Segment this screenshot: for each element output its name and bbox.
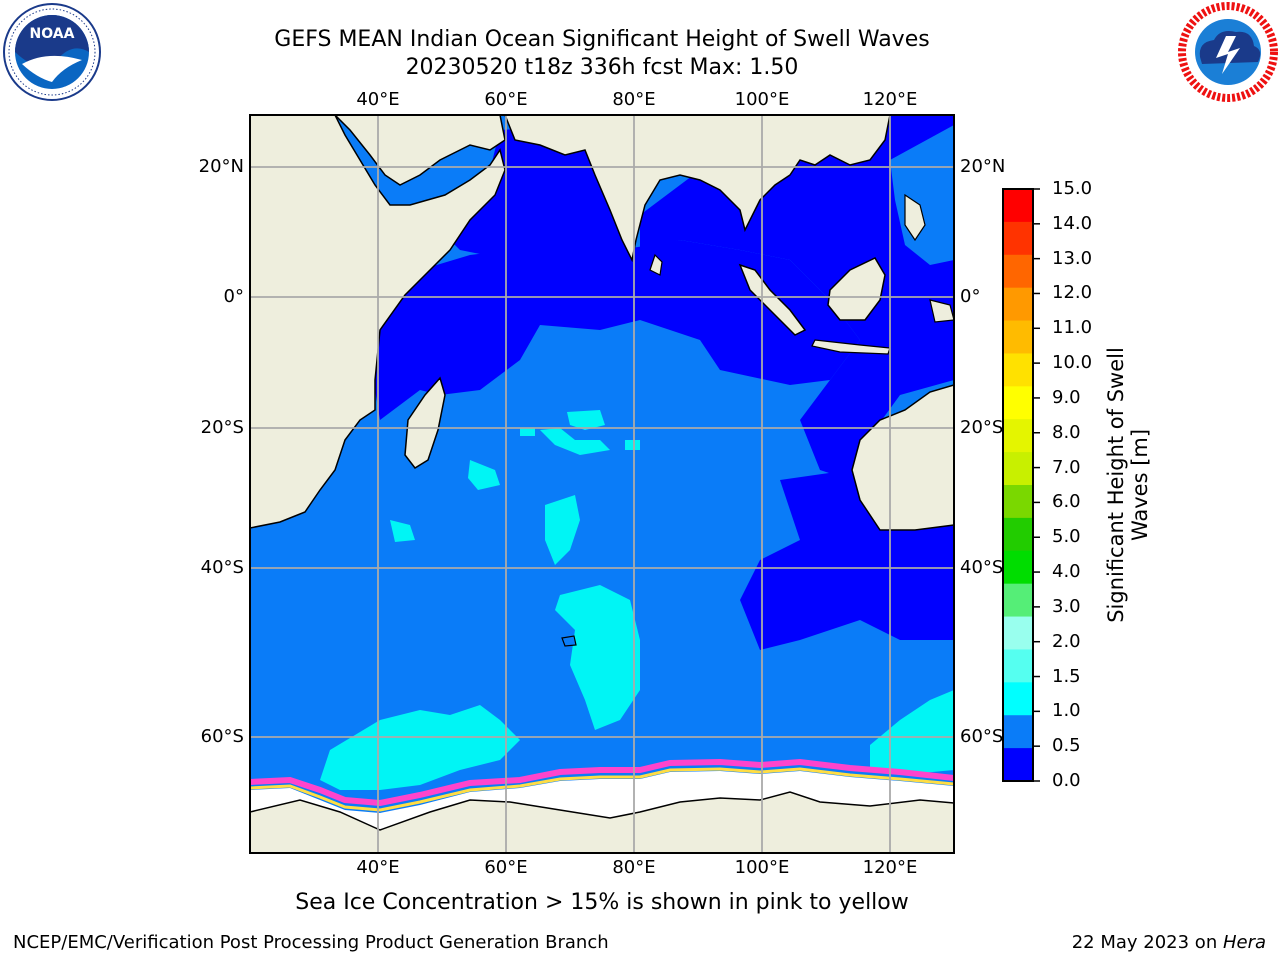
colorbar-tick-label: 5.0 xyxy=(1052,526,1081,548)
colorbar-segment xyxy=(1003,715,1033,749)
chart-subtitle: 20230520 t18z 336h fcst Max: 1.50 xyxy=(405,55,799,80)
colorbar-segment xyxy=(1003,452,1033,486)
colorbar-segment xyxy=(1003,320,1033,354)
lon-label-top: 100°E xyxy=(734,89,790,110)
lon-label-top: 120°E xyxy=(862,89,918,110)
chart-title: GEFS MEAN Indian Ocean Significant Heigh… xyxy=(274,27,930,52)
colorbar-tick-label: 0.0 xyxy=(1052,770,1081,791)
colorbar-segment xyxy=(1003,616,1033,650)
ocean-swell-1.0-1.5 xyxy=(320,410,954,790)
colorbar-tick-label: 3.0 xyxy=(1052,595,1081,617)
colorbar-segment xyxy=(1003,254,1033,289)
lat-label-left: 40°S xyxy=(200,557,244,578)
colorbar-segment xyxy=(1003,353,1033,387)
colorbar-title-line1: Significant Height of Swell xyxy=(1104,347,1128,623)
lon-label-top: 60°E xyxy=(484,89,528,110)
colorbar-segment xyxy=(1003,583,1033,618)
colorbar-title: Significant Height of Swell Waves [m] xyxy=(1104,347,1152,623)
colorbar-tick-label: 4.0 xyxy=(1052,561,1081,583)
colorbar-tick-label: 1.0 xyxy=(1052,700,1081,722)
madagascar-land xyxy=(404,376,446,469)
lat-label-right: 20°N xyxy=(960,156,1006,177)
colorbar-segment xyxy=(1003,649,1033,683)
colorbar-segment xyxy=(1003,485,1033,519)
colorbar-tick-label: 1.5 xyxy=(1052,665,1081,687)
lat-label-left: 0° xyxy=(223,286,244,307)
nws-logo xyxy=(1178,2,1278,102)
asia-land xyxy=(504,115,891,263)
lon-label-bottom: 60°E xyxy=(484,857,528,878)
footer-credit: NCEP/EMC/Verification Post Processing Pr… xyxy=(13,932,609,953)
colorbar-segment xyxy=(1003,386,1033,420)
noaa-logo-text: NOAA xyxy=(30,26,75,42)
lat-label-right: 40°S xyxy=(960,557,1004,578)
colorbar-tick-label: 10.0 xyxy=(1052,352,1093,374)
footer-date: 22 May 2023 on Hera xyxy=(1072,932,1266,953)
lon-label-bottom: 120°E xyxy=(862,857,918,878)
colorbar-tick-label: 8.0 xyxy=(1052,421,1081,443)
noaa-logo: NOAA xyxy=(3,3,101,101)
sea-ice-note: Sea Ice Concentration > 15% is shown in … xyxy=(295,890,909,915)
lat-label-right: 20°S xyxy=(960,417,1004,438)
colorbar-tick-label: 7.0 xyxy=(1052,456,1081,478)
colorbar-segment xyxy=(1003,517,1033,552)
colorbar-tick-label: 14.0 xyxy=(1052,212,1093,234)
colorbar-title-line2: Waves [m] xyxy=(1128,428,1152,542)
lat-label-left: 60°S xyxy=(200,726,244,747)
footer-host: Hera xyxy=(1222,932,1266,953)
colorbar-segment xyxy=(1003,682,1033,716)
lon-label-bottom: 100°E xyxy=(734,857,790,878)
sea-ice-margin xyxy=(250,758,954,807)
colorbar-tick-label: 11.0 xyxy=(1052,317,1093,339)
colorbar-segment xyxy=(1003,748,1033,782)
colorbar xyxy=(1002,188,1040,782)
colorbar-tick-label: 0.5 xyxy=(1052,735,1081,757)
colorbar-tick-label: 2.0 xyxy=(1052,630,1081,652)
colorbar-tick-label: 6.0 xyxy=(1052,491,1081,513)
lat-label-left: 20°S xyxy=(200,417,244,438)
colorbar-tick-label: 13.0 xyxy=(1052,247,1093,269)
colorbar-segment xyxy=(1003,550,1033,585)
lat-label-left: 20°N xyxy=(198,156,244,177)
lon-label-top: 40°E xyxy=(356,89,400,110)
colorbar-segment xyxy=(1003,419,1033,453)
lon-label-bottom: 80°E xyxy=(612,857,656,878)
lon-label-top: 80°E xyxy=(612,89,656,110)
colorbar-segment xyxy=(1003,189,1033,223)
footer-date-text: 22 May 2023 on xyxy=(1071,932,1223,953)
colorbar-tick-label: 12.0 xyxy=(1052,282,1093,304)
antarctica-land xyxy=(250,791,954,853)
map-frame xyxy=(249,114,955,854)
australia-land xyxy=(851,384,954,531)
borneo-land xyxy=(827,257,886,321)
lon-label-bottom: 40°E xyxy=(356,857,400,878)
colorbar-segment xyxy=(1003,287,1033,322)
map-gridlines xyxy=(250,115,954,853)
colorbar-segment xyxy=(1003,221,1033,256)
lat-label-right: 0° xyxy=(960,286,981,307)
colorbar-tick-label: 15.0 xyxy=(1052,178,1093,199)
colorbar-tick-label: 9.0 xyxy=(1052,386,1081,408)
lat-label-right: 60°S xyxy=(960,726,1004,747)
